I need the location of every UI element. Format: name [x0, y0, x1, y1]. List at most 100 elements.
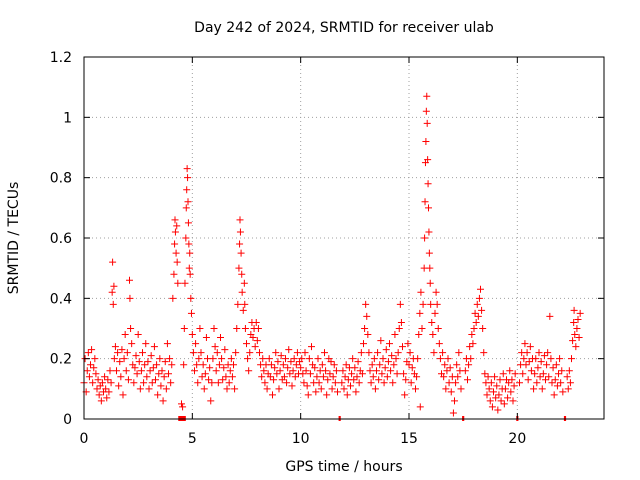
data-point	[429, 331, 437, 339]
data-point	[559, 388, 567, 396]
data-point	[421, 234, 429, 242]
y-axis-label: SRMTID / TECUs	[6, 182, 22, 295]
data-point	[201, 370, 209, 378]
data-point	[428, 318, 436, 326]
data-point	[225, 379, 233, 387]
data-point	[181, 279, 189, 287]
data-point	[566, 379, 574, 387]
data-point	[184, 174, 192, 182]
data-point	[552, 361, 560, 369]
data-point	[343, 391, 351, 399]
data-point	[183, 165, 191, 173]
y-tick-label: 0.4	[50, 291, 72, 307]
data-point	[551, 376, 559, 384]
data-point	[298, 355, 306, 363]
data-point	[402, 376, 410, 384]
data-point	[282, 355, 289, 363]
y-tick-label: 0.6	[50, 231, 72, 247]
data-point	[113, 367, 120, 375]
data-point	[241, 325, 249, 332]
data-point	[505, 379, 513, 387]
data-point	[478, 306, 486, 314]
data-point	[540, 352, 548, 360]
data-point	[226, 367, 234, 375]
data-point	[495, 391, 503, 399]
data-point	[252, 318, 260, 326]
data-point	[422, 107, 430, 115]
data-point	[142, 340, 150, 348]
data-point	[166, 355, 174, 363]
data-point	[535, 349, 543, 357]
data-point	[334, 388, 341, 396]
data-point	[117, 373, 125, 381]
data-point	[308, 343, 315, 351]
data-point	[184, 219, 192, 227]
data-point	[362, 300, 370, 308]
data-point	[187, 294, 195, 302]
data-point	[341, 373, 349, 381]
data-point	[440, 373, 448, 381]
data-point	[246, 349, 254, 357]
data-point	[574, 315, 582, 323]
data-point	[465, 361, 473, 369]
data-point	[407, 379, 415, 387]
x-tick-label: 20	[508, 431, 526, 447]
data-point	[537, 358, 545, 366]
data-point	[396, 300, 404, 308]
data-point	[379, 355, 387, 363]
x-axis-label: GPS time / hours	[285, 459, 402, 475]
data-point	[287, 358, 295, 366]
data-point	[564, 385, 572, 393]
data-point	[84, 349, 92, 357]
data-point	[375, 376, 383, 384]
data-point	[130, 379, 138, 387]
data-point	[171, 228, 179, 236]
data-point	[183, 186, 191, 194]
data-point	[249, 334, 257, 342]
data-point	[485, 385, 493, 393]
data-point	[173, 222, 181, 230]
data-point	[191, 367, 198, 375]
data-point	[148, 379, 156, 387]
data-point	[236, 216, 244, 224]
data-point	[544, 349, 552, 357]
data-point	[473, 300, 481, 308]
data-point	[97, 397, 105, 405]
data-point	[241, 300, 249, 308]
data-point	[565, 367, 573, 375]
data-point	[91, 355, 99, 363]
data-point	[174, 279, 182, 287]
data-point	[330, 361, 338, 369]
data-point	[186, 270, 194, 278]
data-point	[386, 340, 393, 348]
data-point	[238, 288, 246, 296]
data-point	[542, 376, 549, 384]
data-point	[328, 385, 336, 393]
data-point	[479, 325, 487, 332]
data-point	[338, 379, 346, 387]
data-point	[494, 406, 502, 414]
data-point	[387, 367, 395, 375]
data-point	[141, 361, 149, 369]
data-point	[306, 370, 314, 378]
data-point	[144, 358, 152, 366]
data-point	[98, 379, 106, 387]
data-point	[200, 385, 208, 393]
data-point	[545, 373, 553, 381]
data-point	[569, 337, 577, 345]
data-point	[218, 355, 226, 363]
data-point	[297, 364, 305, 372]
data-point	[150, 343, 158, 351]
data-point	[441, 361, 449, 369]
data-point	[455, 349, 463, 357]
data-point	[133, 370, 141, 378]
data-point	[167, 379, 175, 387]
data-point	[123, 349, 131, 357]
data-point	[207, 397, 215, 405]
data-point	[568, 355, 575, 363]
data-point	[302, 367, 310, 375]
data-point	[299, 370, 307, 378]
data-point	[303, 382, 311, 390]
data-point	[114, 349, 122, 357]
data-point	[376, 361, 384, 369]
